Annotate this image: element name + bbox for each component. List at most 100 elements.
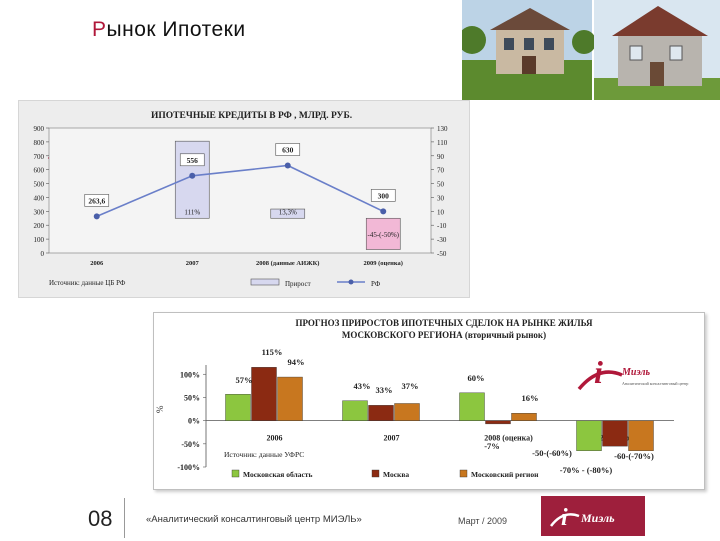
- chart2-data-label: 115%: [262, 347, 283, 357]
- chart1-point: [189, 172, 196, 179]
- chart2-title-line2: МОСКОВСКОГО РЕГИОНА (вторичный рынок): [342, 330, 546, 340]
- house-photos: [458, 0, 720, 100]
- chart1-left-tick-label: 700: [34, 153, 45, 161]
- svg-text:i: i: [561, 505, 568, 531]
- slide-title: Рынок Ипотеки: [92, 18, 246, 41]
- logo-small-text-2: Аналитический консалтинговый центр: [622, 381, 688, 386]
- miel-logo-icon: i Миэль: [550, 505, 615, 531]
- chart2-category-label: 2008 (оценка): [484, 434, 533, 443]
- logo-text-2: Миэль: [621, 367, 650, 378]
- chart1-left-tick-label: 600: [34, 167, 45, 175]
- mortgage-credit-chart: ИПОТЕЧНЫЕ КРЕДИТЫ В РФ , МЛРД. РУБ. i Ми…: [18, 100, 470, 298]
- footer-divider: [124, 498, 125, 538]
- chart2-legend-label: Московская область: [243, 470, 312, 479]
- chart2-bar: [277, 376, 303, 421]
- chart2-data-label: 94%: [288, 357, 305, 367]
- footer-date: Март / 2009: [458, 516, 508, 526]
- chart1-right-tick-label: -30: [437, 236, 447, 244]
- chart2-bar: [485, 420, 511, 425]
- chart2-data-label: -60-(-70%): [614, 451, 654, 461]
- chart2-ylabel: %: [155, 405, 165, 413]
- chart1-point: [284, 162, 291, 169]
- chart2-source: Источник: данные УФРС: [224, 450, 304, 459]
- chart1-value-box: [370, 189, 396, 202]
- chart1-value-box: [179, 153, 205, 167]
- chart1-right-tick-label: 10: [437, 208, 445, 216]
- chart1-bar: [174, 140, 210, 219]
- chart2-bar: [459, 392, 485, 421]
- legend-label-rf: РФ: [371, 280, 381, 288]
- chart1-title: ИПОТЕЧНЫЕ КРЕДИТЫ В РФ , МЛРД. РУБ.: [151, 111, 352, 121]
- chart2-category-label: 2007: [384, 434, 400, 443]
- chart1-right-tick-label: 50: [437, 181, 445, 189]
- chart2-legend-swatch: [459, 469, 468, 478]
- chart2-y-tick-label: -100%: [177, 463, 200, 472]
- chart1-source: Источник: данные ЦБ РФ: [49, 279, 126, 287]
- chart2-data-label: 57%: [236, 375, 253, 385]
- chart1-right-tick-label: 90: [437, 153, 445, 161]
- svg-text:i: i: [594, 354, 603, 390]
- chart2-bar: [602, 420, 628, 447]
- chart1-point-label: 556: [187, 156, 199, 165]
- chart2-data-label: -70% - (-80%): [560, 465, 613, 475]
- chart2-bar: [511, 413, 537, 421]
- chart1-right-tick-label: 130: [437, 125, 448, 133]
- chart2-legend-swatch: [231, 469, 240, 478]
- chart1-left-tick-label: 400: [34, 194, 45, 202]
- chart1-category-label: 2008 (данные АИЖК): [256, 260, 319, 267]
- chart2-category-label: 2006: [267, 434, 283, 443]
- chart2-data-label: 37%: [402, 381, 419, 391]
- chart1-left-tick-label: 300: [34, 208, 45, 216]
- chart2-data-label: 43%: [354, 381, 371, 391]
- chart2-data-label: -7%: [484, 441, 500, 451]
- chart1-category-label: 2006: [90, 260, 104, 267]
- chart2-title-line1: ПРОГНОЗ ПРИРОСТОВ ИПОТЕЧНЫХ СДЕЛОК НА РЫ…: [295, 318, 593, 328]
- chart2-data-label: 33%: [376, 385, 393, 395]
- chart2-bar: [225, 394, 251, 421]
- chart1-right-tick-label: 110: [437, 139, 448, 147]
- chart1-right-tick-label: -50: [437, 250, 447, 258]
- chart1-series-line: [96, 164, 384, 218]
- chart2-bar: [251, 367, 277, 421]
- chart1-category-label: 2007: [186, 260, 200, 267]
- chart1-point-label: 300: [378, 191, 390, 200]
- footer-logo-text: Миэль: [580, 511, 615, 525]
- chart2-data-label: 60%: [468, 373, 485, 383]
- chart2-bar: [368, 405, 394, 421]
- chart1-bar: [365, 217, 401, 250]
- chart1-right-tick-label: 30: [437, 194, 445, 202]
- house-photos-icon: [458, 0, 720, 100]
- chart1-value-box: [275, 143, 301, 156]
- chart1-left-tick-label: 500: [34, 181, 45, 189]
- chart1-left-tick-label: 200: [34, 222, 45, 230]
- chart1-category-label: 2009 (оценка): [364, 260, 403, 267]
- forecast-chart: ПРОГНОЗ ПРИРОСТОВ ИПОТЕЧНЫХ СДЕЛОК НА РЫ…: [153, 312, 705, 490]
- chart1-point-label: 630: [282, 146, 294, 155]
- mortgage-credit-chart-svg: ИПОТЕЧНЫЕ КРЕДИТЫ В РФ , МЛРД. РУБ. i Ми…: [34, 111, 449, 288]
- legend-label-growth: Прирост: [285, 280, 311, 288]
- chart1-left-tick-label: 0: [41, 250, 45, 258]
- miel-logo-chart2: i Миэль Аналитический консалтинговый цен…: [577, 354, 688, 391]
- chart2-y-tick-label: -50%: [181, 440, 200, 449]
- chart2-bar: [628, 420, 654, 451]
- legend-swatch-growth: [250, 278, 280, 286]
- chart2-bar: [342, 400, 368, 421]
- chart2-legend: Московская область Москва Московский регио…: [231, 469, 539, 479]
- chart1-right-tick-label: 70: [437, 167, 445, 175]
- chart1-bar-label: 13,3%: [279, 208, 297, 216]
- chart1-right-tick-label: -10: [437, 222, 447, 230]
- forecast-chart-svg: ПРОГНОЗ ПРИРОСТОВ ИПОТЕЧНЫХ СДЕЛОК НА РЫ…: [155, 318, 688, 479]
- chart2-data-label: 16%: [522, 393, 539, 403]
- chart1-point: [380, 208, 387, 215]
- chart1-bar-label: 111%: [184, 208, 200, 216]
- chart2-bar: [394, 403, 420, 421]
- chart1-bar-label: -45-(-50%): [368, 231, 400, 239]
- miel-logo-footer: i Миэль: [541, 496, 645, 536]
- chart2-legend-label: Москва: [383, 470, 409, 479]
- chart1-point-label: 263,6: [88, 196, 105, 205]
- chart1-left-tick-label: 800: [34, 139, 45, 147]
- chart2-legend-label: Московский регион: [471, 470, 539, 479]
- chart2-bar: [576, 420, 602, 451]
- chart2-data-label: -50-(-60%): [532, 448, 572, 458]
- chart1-left-tick-label: 100: [34, 236, 45, 244]
